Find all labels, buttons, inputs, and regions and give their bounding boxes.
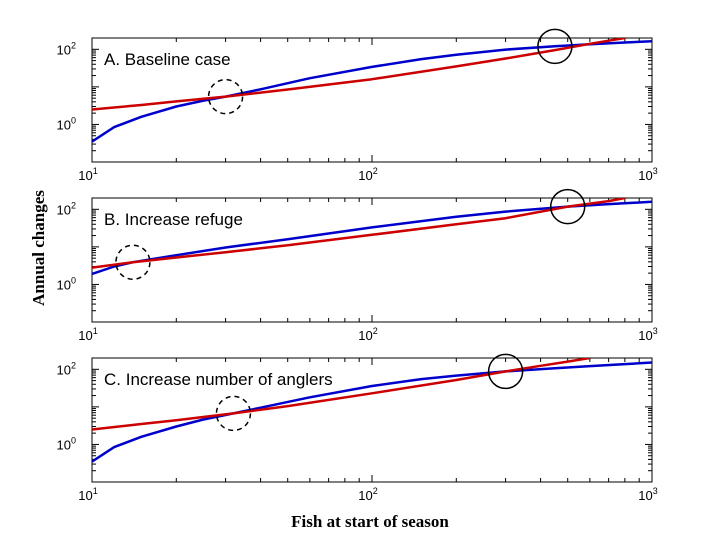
- series-group: [92, 358, 652, 463]
- y-tick-label: 100: [57, 435, 76, 452]
- x-tick-label: 103: [638, 486, 657, 503]
- x-tick-label: 103: [638, 166, 657, 183]
- panel-c: 101 102 103 100 102 C. Increase number of ang…: [57, 353, 658, 503]
- x-tick-label: 102: [358, 166, 377, 183]
- x-tick-label: 101: [78, 166, 97, 183]
- plot-area: [91, 197, 653, 323]
- x-tick-label: 103: [638, 326, 657, 343]
- y-tick-label: 102: [57, 360, 76, 377]
- x-tick-label: 101: [78, 486, 97, 503]
- panel-b: 101 102 103 100 102 B. Increase refuge: [57, 188, 658, 343]
- panel-title: C. Increase number of anglers: [104, 370, 333, 389]
- x-tick-label: 102: [358, 486, 377, 503]
- x-axis-title: Fish at start of season: [291, 512, 449, 531]
- series-group: [92, 198, 652, 276]
- y-tick-label: 100: [57, 115, 76, 132]
- y-tick-label: 102: [57, 200, 76, 217]
- red-series-line: [92, 38, 626, 111]
- dashed-circle-marker: [115, 244, 151, 280]
- y-tick-label: 102: [57, 40, 76, 57]
- panel-title: B. Increase refuge: [104, 210, 243, 229]
- red-series-line: [92, 198, 626, 269]
- y-tick-label: 100: [57, 275, 76, 292]
- solid-circle-marker: [537, 28, 573, 65]
- red-series-line: [92, 358, 591, 431]
- panel-title: A. Baseline case: [104, 50, 231, 69]
- y-axis-title: Annual changes: [29, 190, 48, 306]
- x-tick-label: 102: [358, 326, 377, 343]
- dashed-circle-marker: [215, 395, 252, 432]
- blue-series-line: [92, 361, 652, 463]
- solid-circle-marker: [549, 188, 586, 225]
- x-tick-label: 101: [78, 326, 97, 343]
- dashed-circle-marker: [207, 78, 244, 115]
- panel-a: 101 102 103 100 102 A. Baseline case: [57, 28, 658, 183]
- solid-circle-marker: [487, 353, 524, 390]
